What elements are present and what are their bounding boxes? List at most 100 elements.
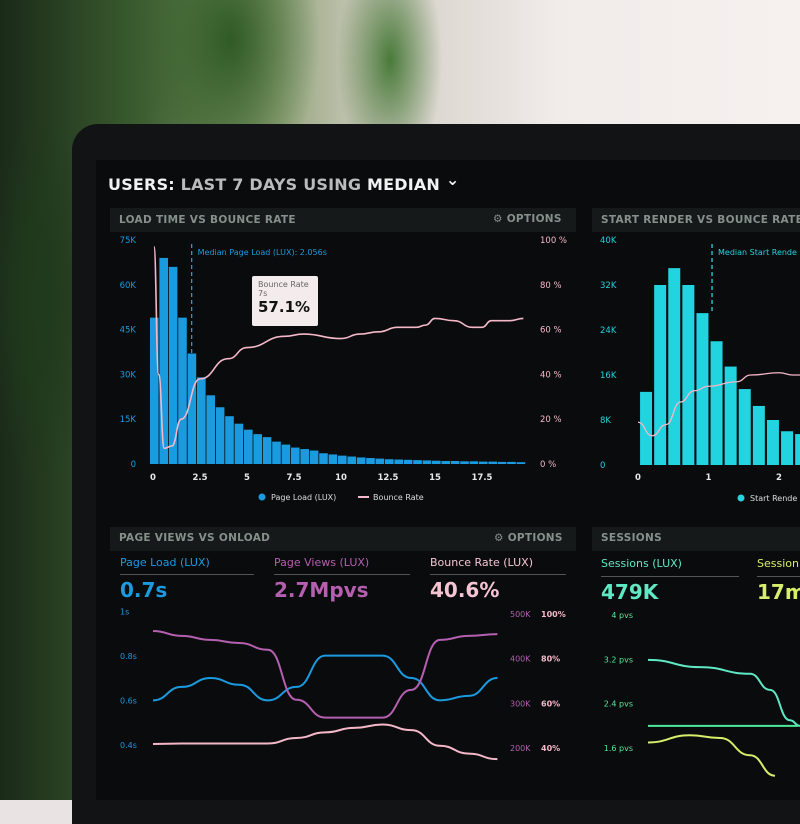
bar — [640, 391, 653, 465]
y-tick-right-bounce: 60% — [541, 699, 560, 708]
stat-value-page-views: 2.7Mpvs — [274, 578, 369, 602]
x-tick: 15 — [429, 473, 441, 483]
y-tick-left: 40K — [600, 236, 617, 246]
bounce-rate-line — [637, 372, 800, 437]
chart-marks: 0 15K 30K 45K 60K 75K 0 % 20 % 40 % 60 % 80 % 100 %… — [120, 236, 800, 777]
x-tick: 0 — [635, 473, 641, 483]
sessions-panel-title: SESSIONS — [601, 532, 662, 544]
bar — [724, 366, 737, 465]
session-length-line — [647, 734, 776, 777]
bar — [281, 444, 291, 464]
bar — [338, 455, 347, 464]
legend-page-load: Page Load (LUX) — [271, 493, 336, 502]
stat-label-page-load: Page Load (LUX) — [120, 556, 210, 569]
y-tick-left: 0.8s — [120, 652, 137, 661]
y-tick-left: 60K — [120, 281, 137, 291]
x-tick: 17.5 — [472, 473, 493, 483]
y-tick-right-bounce: 40% — [541, 744, 560, 753]
x-tick: 2.5 — [192, 473, 207, 483]
y-tick-left: 0 — [600, 461, 605, 471]
y-tick-left: 8K — [600, 416, 611, 426]
options-label: OPTIONS — [506, 213, 562, 225]
y-tick-left: 45K — [120, 326, 137, 336]
bar — [479, 461, 488, 464]
y-tick-left: 0 — [131, 460, 136, 470]
y-tick-right: 80 % — [540, 281, 562, 291]
stat-label-sessions: Sessions (LUX) — [601, 557, 682, 570]
options-label: OPTIONS — [507, 532, 563, 544]
legend-start-render: Start Rende — [750, 494, 797, 503]
y-tick-right-bounce: 100% — [541, 610, 566, 619]
bar — [168, 266, 178, 464]
y-tick-left: 16K — [600, 371, 617, 381]
page-load-line — [152, 654, 498, 702]
bar — [366, 458, 375, 464]
title-using: USING — [303, 175, 362, 194]
bar — [795, 434, 800, 465]
y-tick-left: 0.6s — [120, 697, 137, 706]
y-tick-left: 75K — [120, 236, 137, 246]
bar — [413, 460, 422, 464]
bar — [710, 341, 723, 465]
legend-swatch-page-load — [258, 493, 266, 501]
bar — [319, 453, 328, 464]
legend-swatch — [737, 494, 745, 502]
stat-label-bounce-rate: Bounce Rate (LUX) — [430, 556, 534, 569]
bar — [441, 461, 450, 464]
render-panel-title: START RENDER VS BOUNCE RATE — [601, 214, 800, 226]
legend-bounce-rate: Bounce Rate — [373, 493, 424, 502]
bar — [752, 405, 765, 465]
y-tick-left: 15K — [120, 415, 137, 425]
y-tick-left: 1.6 pvs — [604, 744, 633, 753]
title-median: MEDIAN — [366, 175, 441, 194]
bar — [356, 457, 366, 464]
y-tick-left: 3.2 pvs — [604, 655, 633, 664]
x-tick: 12.5 — [378, 473, 399, 483]
load-panel-title: LOAD TIME VS BOUNCE RATE — [119, 214, 296, 226]
page-title[interactable]: USERS: LAST 7 DAYS USING MEDIAN ⌄ — [108, 170, 459, 194]
bar — [347, 456, 356, 464]
stat-value-bounce-rate: 40.6% — [430, 578, 500, 602]
stat-value-session-length: 17m — [757, 580, 800, 604]
y-tick-left: 24K — [600, 326, 617, 336]
y-tick-right-views: 300K — [510, 699, 531, 708]
bar — [234, 423, 244, 464]
y-tick-left: 1s — [120, 608, 129, 617]
bar — [781, 431, 794, 465]
bar — [328, 454, 338, 464]
bar — [150, 317, 159, 464]
x-tick: 7.5 — [286, 473, 301, 483]
x-tick: 5 — [244, 473, 250, 483]
median-annotation: Median Start Rende — [718, 248, 797, 257]
bar — [394, 459, 403, 464]
bar — [253, 434, 262, 464]
tooltip: Bounce Rate 7s 57.1% — [252, 276, 318, 326]
bar — [375, 458, 385, 464]
bar — [403, 459, 413, 464]
tooltip-title: Bounce Rate — [258, 280, 309, 289]
gear-icon: ⚙ — [494, 532, 504, 544]
bar — [262, 437, 272, 464]
bar — [450, 461, 460, 464]
bar — [682, 285, 695, 465]
sessions-line — [647, 658, 800, 727]
y-tick-right: 100 % — [540, 236, 567, 246]
bar — [300, 449, 309, 464]
load-options-button[interactable]: ⚙ OPTIONS — [493, 213, 562, 225]
y-tick-right-bounce: 80% — [541, 655, 560, 664]
title-users: USERS: — [108, 175, 175, 194]
bar — [469, 461, 479, 464]
bar — [385, 459, 394, 464]
pageviews-options-button[interactable]: ⚙ OPTIONS — [494, 532, 563, 544]
median-annotation: Median Page Load (LUX): 2.056s — [198, 248, 327, 257]
render-panel-header — [592, 208, 800, 232]
bar — [272, 441, 281, 464]
dashboard-screen — [96, 160, 800, 800]
bar — [497, 461, 507, 464]
load-panel-header — [110, 208, 576, 232]
bar — [516, 462, 526, 464]
tooltip-x: 7s — [258, 289, 268, 298]
bar — [309, 450, 319, 464]
bar — [206, 395, 215, 464]
y-tick-right: 0 % — [540, 460, 556, 470]
